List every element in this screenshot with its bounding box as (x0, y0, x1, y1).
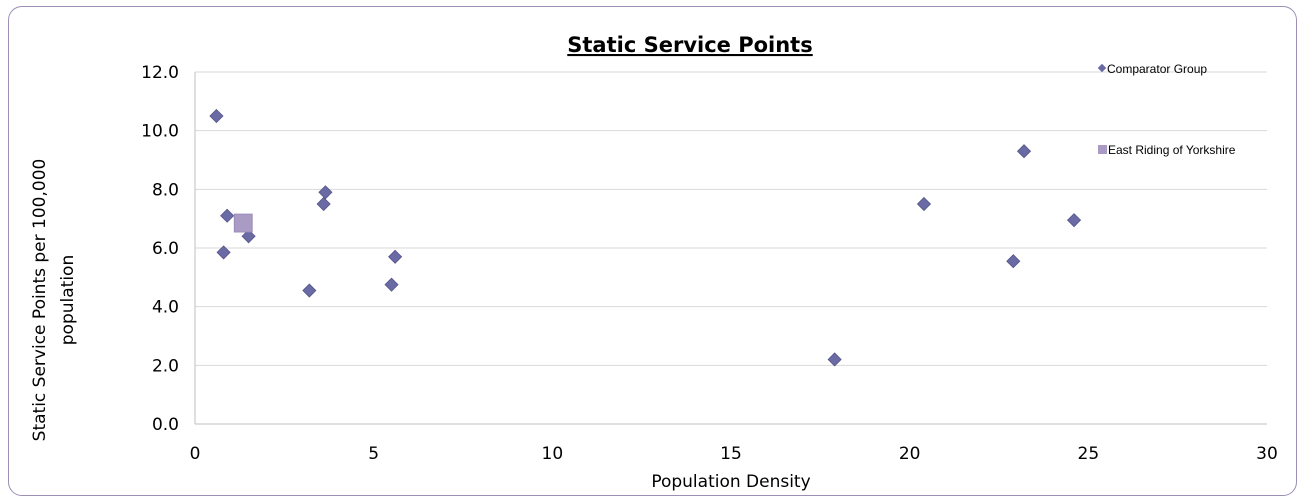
y-axis-title-line2: population (58, 255, 78, 345)
y-tick-label: 10.0 (141, 122, 179, 142)
data-point-comparator-group (1016, 144, 1032, 159)
y-tick-label: 6.0 (152, 239, 179, 259)
data-point-comparator-group (316, 196, 331, 212)
y-tick-label: 2.0 (152, 356, 179, 376)
legend-item-east-riding: East Riding of Yorkshire (1098, 143, 1236, 157)
legend-marker-comparator-group (1097, 63, 1107, 73)
gridlines (195, 71, 1267, 366)
y-tick-label: 8.0 (152, 180, 179, 200)
legend-item-comparator-group: Comparator Group (1097, 62, 1207, 76)
legend-label-comparator-group: Comparator Group (1107, 62, 1207, 76)
y-axis-title-line1: Static Service Points per 100,000 (30, 159, 50, 442)
legend-marker-east-riding (1098, 145, 1107, 154)
legend: Comparator Group East Riding of Yorkshir… (1097, 62, 1236, 157)
data-point-comparator-group (1066, 213, 1082, 228)
data-point-comparator-group (318, 185, 333, 200)
y-tick-label: 0.0 (152, 415, 179, 435)
tick-labels: 0.0 2.0 4.0 6.0 8.0 10.0 12.0 0 5 10 15 20 25 30 (141, 63, 1278, 464)
x-tick-label: 30 (1256, 444, 1278, 464)
axes (194, 72, 1267, 425)
y-tick-label: 12.0 (141, 63, 179, 83)
data-point-comparator-group (827, 352, 842, 367)
data-point-comparator-group (216, 245, 231, 260)
y-axis-title: Static Service Points per 100,000 popula… (30, 159, 78, 442)
data-point-comparator-group (916, 196, 932, 212)
x-tick-label: 25 (1078, 444, 1100, 464)
x-axis-title: Population Density (651, 472, 810, 492)
x-tick-label: 20 (899, 444, 921, 464)
data-point-comparator-group (388, 249, 403, 264)
x-tick-label: 10 (542, 444, 564, 464)
data-point-comparator-group (302, 283, 317, 298)
data-point-comparator-group (209, 108, 224, 124)
x-tick-label: 5 (368, 444, 379, 464)
data-points (209, 108, 1082, 367)
data-point-comparator-group (241, 229, 256, 244)
chart-title: Static Service Points (567, 33, 812, 57)
x-tick-label: 15 (720, 444, 742, 464)
y-tick-label: 4.0 (152, 298, 179, 318)
data-point-comparator-group (384, 277, 399, 292)
legend-label-east-riding: East Riding of Yorkshire (1108, 143, 1236, 157)
data-point-comparator-group (1006, 254, 1021, 269)
data-point-east-riding (233, 213, 253, 233)
x-tick-label: 0 (190, 444, 201, 464)
data-point-comparator-group (220, 208, 235, 223)
